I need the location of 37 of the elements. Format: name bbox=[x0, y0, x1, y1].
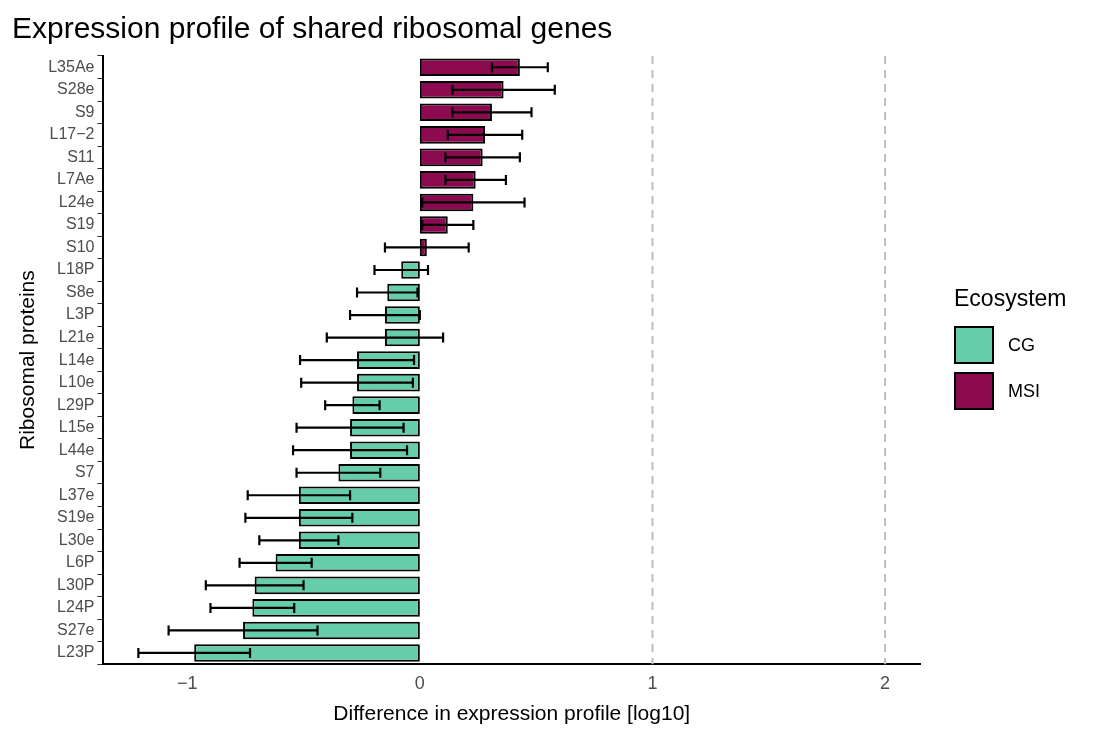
y-tick-label: S9 bbox=[74, 102, 95, 120]
y-tick-label: S10 bbox=[66, 237, 95, 255]
y-tick-label: L15e bbox=[58, 418, 95, 436]
y-tick-label: S11 bbox=[67, 147, 95, 165]
y-tick-label: L17−2 bbox=[49, 125, 95, 143]
legend-label: CG bbox=[1008, 334, 1035, 356]
y-tick-label: S7 bbox=[74, 463, 95, 481]
y-tick-label: L23P bbox=[57, 643, 95, 661]
y-tick-label: L35Ae bbox=[48, 57, 95, 75]
y-tick-label: S8e bbox=[66, 282, 95, 300]
y-tick-label: L7Ae bbox=[57, 170, 95, 188]
y-tick-label: L10e bbox=[58, 373, 95, 391]
y-tick-label: L24P bbox=[57, 598, 95, 616]
y-tick-label: L30P bbox=[57, 575, 95, 593]
y-tick-label: L30e bbox=[58, 530, 95, 548]
y-tick-label: L29P bbox=[57, 395, 95, 413]
y-tick-label: L3P bbox=[66, 305, 95, 323]
y-axis-title: Ribosomal proteins bbox=[15, 270, 39, 450]
y-tick-label: S19e bbox=[57, 508, 95, 526]
x-tick-label: 0 bbox=[414, 672, 425, 693]
x-tick-label: −1 bbox=[176, 672, 198, 693]
y-tick-label: L18P bbox=[57, 260, 95, 278]
legend-label: MSI bbox=[1008, 380, 1041, 402]
y-tick-label: S27e bbox=[57, 620, 95, 638]
y-tick-label: L44e bbox=[58, 440, 95, 458]
chart-title: Expression profile of shared ribosomal genes bbox=[12, 11, 613, 45]
y-tick-label: L24e bbox=[58, 192, 95, 210]
x-tick-label: 2 bbox=[880, 672, 891, 693]
x-tick-label: 1 bbox=[647, 672, 658, 693]
y-tick-label: S19 bbox=[66, 215, 95, 233]
y-tick-label: L21e bbox=[58, 327, 95, 345]
y-tick-label: L37e bbox=[58, 485, 95, 503]
y-tick-label: L6P bbox=[66, 553, 95, 571]
x-axis-title: Difference in expression profile [log10] bbox=[333, 701, 691, 725]
y-tick-label: L14e bbox=[58, 350, 95, 368]
legend-title: Ecosystem bbox=[954, 285, 1067, 312]
y-tick-label: S28e bbox=[57, 80, 95, 98]
